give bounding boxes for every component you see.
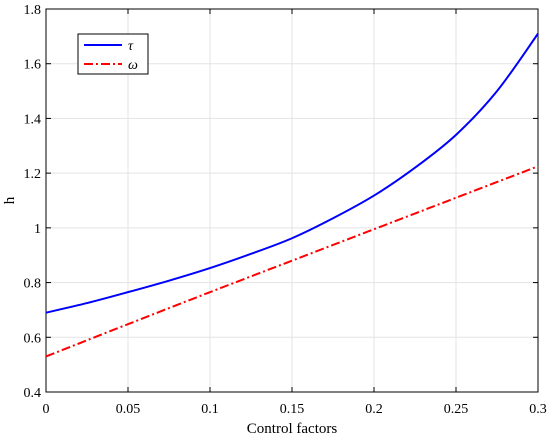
x-tick-label: 0.3 [529,402,547,417]
x-tick-label: 0.25 [444,402,469,417]
y-axis-label: h [2,196,18,204]
legend-label-tau: τ [128,39,134,54]
y-tick-label: 1 [34,222,41,237]
series-layer [45,33,539,358]
y-tick-label: 1.6 [24,58,42,73]
grid-lines [45,8,539,393]
y-tick-label: 0.4 [24,386,42,401]
axis-ticks [45,8,539,393]
x-tick-label: 0.05 [116,402,141,417]
x-axis-label: Control factors [247,421,338,437]
series-tau-line [45,33,539,314]
x-tick-label: 0 [43,402,50,417]
y-tick-label: 1.2 [24,167,42,182]
x-tick-labels: 0 0.05 0.1 0.15 0.2 0.25 0.3 [43,402,547,417]
x-tick-label: 0.2 [365,402,383,417]
legend: τ ω [77,33,149,75]
series-omega-line [45,165,539,358]
legend-box [77,33,149,75]
y-tick-label: 1.4 [24,112,42,127]
y-tick-labels: 0.4 0.6 0.8 1 1.2 1.4 1.6 1.8 [24,3,42,401]
legend-label-omega: ω [128,58,138,73]
y-tick-label: 0.8 [24,277,42,292]
x-tick-label: 0.1 [201,402,219,417]
y-tick-label: 0.6 [24,331,42,346]
y-tick-label: 1.8 [24,3,42,18]
x-tick-label: 0.15 [280,402,305,417]
